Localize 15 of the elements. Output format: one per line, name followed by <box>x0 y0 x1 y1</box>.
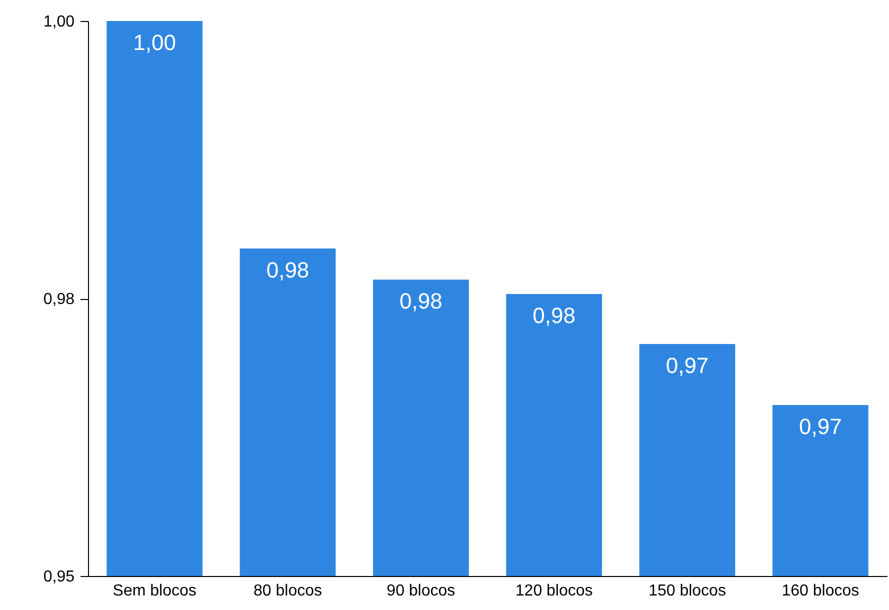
x-tick-label: 90 blocos <box>386 582 456 600</box>
y-tick-label: 0,95 <box>43 568 75 586</box>
x-tick-label: 160 blocos <box>782 582 860 600</box>
y-tick-label: 0,98 <box>43 291 75 308</box>
data-label: 0,98 <box>400 288 442 314</box>
x-tick-label: 80 blocos <box>254 582 322 600</box>
data-label: 0,98 <box>266 258 310 283</box>
data-label: 1,00 <box>133 30 176 55</box>
x-tick-label: 150 blocos <box>648 582 726 600</box>
x-tick-label: Sem blocos <box>112 582 196 600</box>
x-tick-label: 120 blocos <box>515 582 593 600</box>
y-tick-label: 1,00 <box>43 14 75 30</box>
data-label: 0,98 <box>532 303 576 328</box>
data-label: 0,97 <box>799 414 842 440</box>
data-label: 0,97 <box>666 353 709 378</box>
